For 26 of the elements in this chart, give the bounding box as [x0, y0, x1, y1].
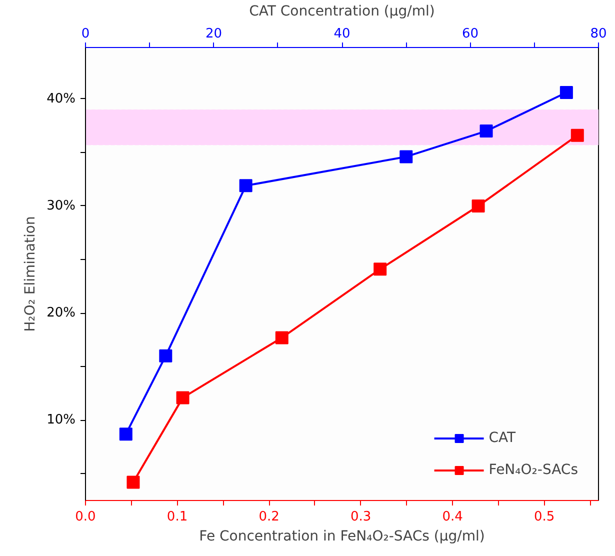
point [176, 391, 190, 404]
x-axis-title: Fe Concentration in FeN₄O₂-SACs (μg/ml) [199, 528, 485, 544]
x2-axis-title: CAT Concentration (μg/ml) [249, 4, 435, 20]
x-tick-label: 0.5 [534, 510, 555, 524]
x2-tick-label: 60 [462, 26, 479, 42]
point [472, 199, 485, 212]
y-tick-label: 40% [46, 91, 76, 106]
point [570, 128, 584, 142]
y-tick-label: 20% [46, 306, 76, 321]
y-tick-label: 10% [46, 412, 76, 428]
x-tick-label: 0.0 [75, 510, 96, 524]
legend-label: FeN₄O₂-SACs [488, 462, 578, 478]
legend-label: CAT [488, 430, 516, 446]
x-tick-label: 0.3 [350, 510, 372, 524]
x-tick-label: 0.2 [258, 510, 280, 524]
x-tick-label: 0.4 [442, 510, 463, 524]
point [126, 476, 140, 489]
x2-tick-label: 40 [334, 26, 350, 42]
y-tick-label: 30% [46, 198, 76, 214]
point [374, 262, 387, 276]
point [275, 331, 288, 344]
x-tick-label: 0.1 [166, 510, 188, 524]
x2-tick-label: 80 [590, 26, 607, 42]
x2-tick-label: 0 [81, 26, 90, 42]
y-axis-title: H₂O₂ Elimination [22, 216, 39, 332]
x2-tick-label: 20 [205, 26, 222, 42]
